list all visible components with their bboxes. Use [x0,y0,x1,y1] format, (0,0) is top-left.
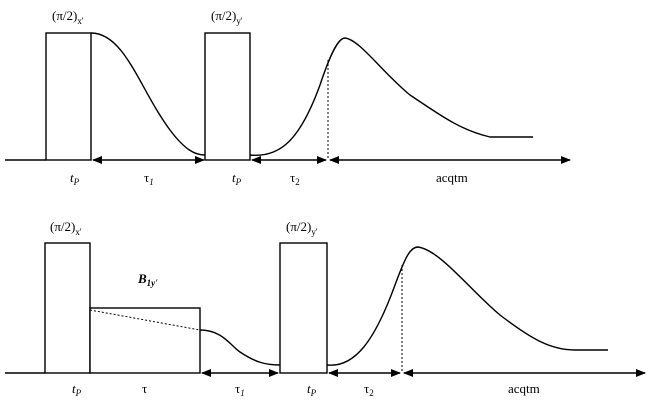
label-part: 1 [149,177,154,187]
label-part: τ [144,170,149,185]
label-part: (π/2) [52,8,77,23]
label-part: τ [290,170,295,185]
label-part: τ [235,381,240,396]
label-part: t [70,170,74,185]
label-part: 1 [240,388,245,398]
label-part: P [235,177,242,187]
label-part: P [310,388,317,398]
label-part: (π/2) [286,219,311,234]
pulse [45,32,92,161]
pulse-label: (π/2)x' [50,219,82,237]
label-part: (π/2) [211,8,236,23]
signal-curve [199,329,281,366]
interval-label: tP [232,170,242,187]
interval-label: acqtm [508,381,540,396]
pulse-label: (π/2)y' [286,219,318,237]
panel-bottom: (π/2)x' (π/2)y' B1y' tP τ τ1 tP τ2 acqtm [5,219,646,398]
label-part: 2 [369,388,374,398]
label-part: t [307,381,311,396]
signal-curve [90,32,206,156]
pulse-label: (π/2)x' [52,8,84,26]
label-part: 2 [295,177,300,187]
label-part: t [72,381,76,396]
label-part: x' [75,227,82,237]
dashed-decay [89,309,201,331]
label-part: y' [236,16,243,26]
label-part: P [75,388,82,398]
interval-label: τ2 [364,381,374,398]
interval-label: τ [142,381,147,396]
label-part: 1y' [147,278,158,288]
pulse [44,242,91,374]
interval-label: tP [72,381,82,398]
label-part: t [232,170,236,185]
interval-label: tP [307,381,317,398]
signal-curve [326,246,608,366]
interval-label: acqtm [436,170,468,185]
label-part: B [137,271,147,286]
interval-label: τ1 [235,381,245,398]
label-part: y' [311,227,318,237]
pulse-label: (π/2)y' [211,8,243,26]
interval-label: τ1 [144,170,154,187]
pulse [279,242,328,374]
label-part: P [73,177,80,187]
interval-label: τ2 [290,170,300,187]
label-part: τ [364,381,369,396]
spin-lock-field [89,307,201,374]
label-part: x' [77,16,84,26]
field-label: B1y' [137,271,158,288]
label-part: (π/2) [50,219,75,234]
signal-curve [249,37,533,156]
interval-label: tP [70,170,80,187]
panel-top: (π/2)x' (π/2)y' tP τ1 tP τ2 acqtm [5,8,571,187]
pulse [204,32,251,161]
